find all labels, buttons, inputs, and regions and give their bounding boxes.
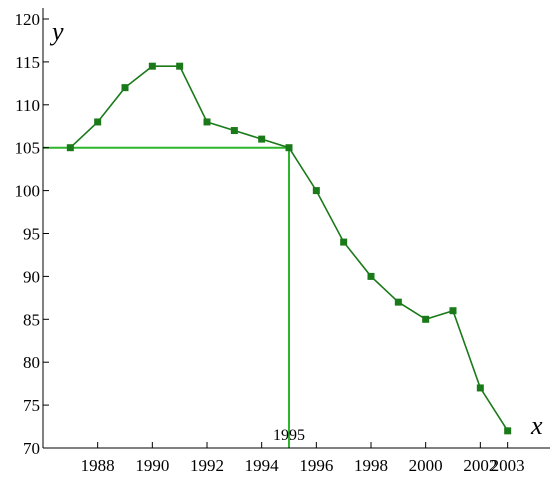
x-tick-label: 1990 <box>135 456 169 475</box>
x-tick-label: 1998 <box>354 456 388 475</box>
data-point <box>449 307 457 315</box>
data-point <box>66 144 74 152</box>
annotations: 1995 <box>273 427 305 444</box>
data-point <box>394 298 402 306</box>
data-point <box>422 315 430 323</box>
data-point <box>121 84 129 92</box>
data-point <box>367 272 375 280</box>
x-tick-label: 1994 <box>245 456 280 475</box>
y-tick-label: 75 <box>23 396 40 415</box>
annotation-label: 1995 <box>273 427 305 444</box>
data-point <box>230 127 238 135</box>
y-tick-label: 80 <box>23 353 40 372</box>
data-point <box>203 118 211 126</box>
x-tick-label: 2003 <box>491 456 525 475</box>
y-ticks: 70 75 80 85 90 95 100 105 110 115 120 <box>15 10 49 458</box>
x-tick-label: 2000 <box>409 456 443 475</box>
y-axis-label: y <box>49 17 64 46</box>
data-point <box>94 118 102 126</box>
data-point <box>176 62 184 70</box>
x-tick-label: 1992 <box>190 456 224 475</box>
y-tick-label: 100 <box>15 182 41 201</box>
axes <box>42 8 550 449</box>
data-point <box>285 144 293 152</box>
y-tick-label: 120 <box>15 10 41 29</box>
reference-lines <box>43 146 290 448</box>
x-tick-label: 2002 <box>463 456 497 475</box>
y-tick-label: 95 <box>23 225 40 244</box>
y-tick-label: 115 <box>15 53 40 72</box>
x-axis-label: x <box>530 411 543 440</box>
data-point <box>258 135 266 143</box>
y-tick-label: 90 <box>23 267 40 286</box>
data-point <box>148 62 156 70</box>
y-tick-label: 85 <box>23 310 40 329</box>
y-tick-label: 105 <box>15 139 41 158</box>
x-tick-label: 1996 <box>299 456 333 475</box>
x-tick-label: 1988 <box>81 456 115 475</box>
data-point <box>476 384 484 392</box>
data-point <box>312 187 320 195</box>
series <box>66 62 512 435</box>
data-point <box>504 427 512 435</box>
y-tick-label: 110 <box>15 96 40 115</box>
y-tick-label: 70 <box>23 439 40 458</box>
data-point <box>340 238 348 246</box>
